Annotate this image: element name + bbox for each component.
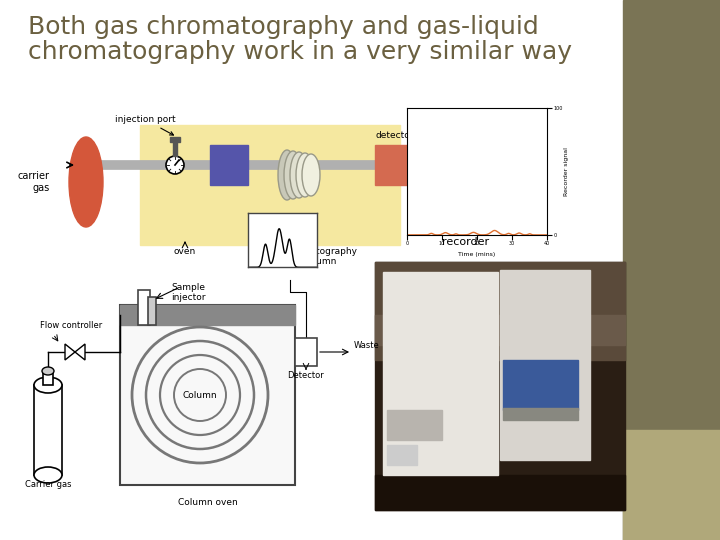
Text: Both gas chromatography and gas-liquid: Both gas chromatography and gas-liquid	[28, 15, 539, 39]
Bar	[375, 315, 625, 345]
Text: recorder: recorder	[442, 237, 490, 247]
Ellipse shape	[69, 137, 103, 227]
Bar	[387, 410, 442, 440]
Bar	[503, 360, 578, 410]
Bar	[148, 297, 156, 325]
Bar	[375, 262, 625, 510]
Bar	[375, 262, 625, 360]
Bar	[140, 125, 400, 245]
Text: chromatography work in a very similar way: chromatography work in a very similar wa…	[28, 40, 572, 64]
Text: Carrier gas: Carrier gas	[24, 480, 71, 489]
Bar	[170, 137, 180, 142]
Bar	[383, 272, 498, 475]
Polygon shape	[75, 344, 85, 360]
Ellipse shape	[42, 367, 54, 375]
Bar	[10, 260, 370, 512]
Ellipse shape	[284, 151, 302, 199]
Bar	[120, 305, 295, 325]
Text: oven: oven	[174, 247, 196, 256]
Ellipse shape	[34, 467, 62, 483]
Text: Column: Column	[183, 390, 217, 400]
Text: Waste: Waste	[354, 341, 379, 350]
Bar	[120, 305, 295, 485]
Circle shape	[166, 156, 184, 174]
Bar	[375, 145, 415, 185]
Bar	[25, 100, 590, 255]
Text: carrier
gas: carrier gas	[18, 171, 50, 193]
Bar	[503, 408, 578, 420]
Ellipse shape	[296, 153, 314, 197]
Bar	[43, 373, 53, 385]
Ellipse shape	[290, 152, 308, 198]
Ellipse shape	[302, 154, 320, 196]
Text: chromatography
column: chromatography column	[282, 247, 358, 266]
Text: Column oven: Column oven	[178, 498, 238, 507]
Ellipse shape	[278, 150, 296, 200]
Bar	[375, 475, 625, 510]
Bar	[210, 145, 248, 185]
Y-axis label: Recorder signal: Recorder signal	[564, 147, 570, 196]
Text: detector: detector	[376, 131, 414, 140]
Bar	[295, 338, 317, 366]
Bar	[623, 430, 720, 540]
Ellipse shape	[34, 377, 62, 393]
Bar	[623, 0, 720, 540]
Bar	[138, 290, 150, 325]
Bar	[387, 445, 417, 465]
Text: Sample
injector: Sample injector	[171, 283, 205, 302]
Bar	[34, 385, 62, 475]
X-axis label: Time (mins): Time (mins)	[459, 252, 495, 256]
Bar	[173, 142, 177, 156]
Text: injection port: injection port	[114, 115, 175, 135]
Polygon shape	[65, 344, 75, 360]
Bar	[500, 270, 590, 460]
Text: Detector: Detector	[287, 371, 325, 380]
Text: Flow controller: Flow controller	[40, 321, 102, 330]
